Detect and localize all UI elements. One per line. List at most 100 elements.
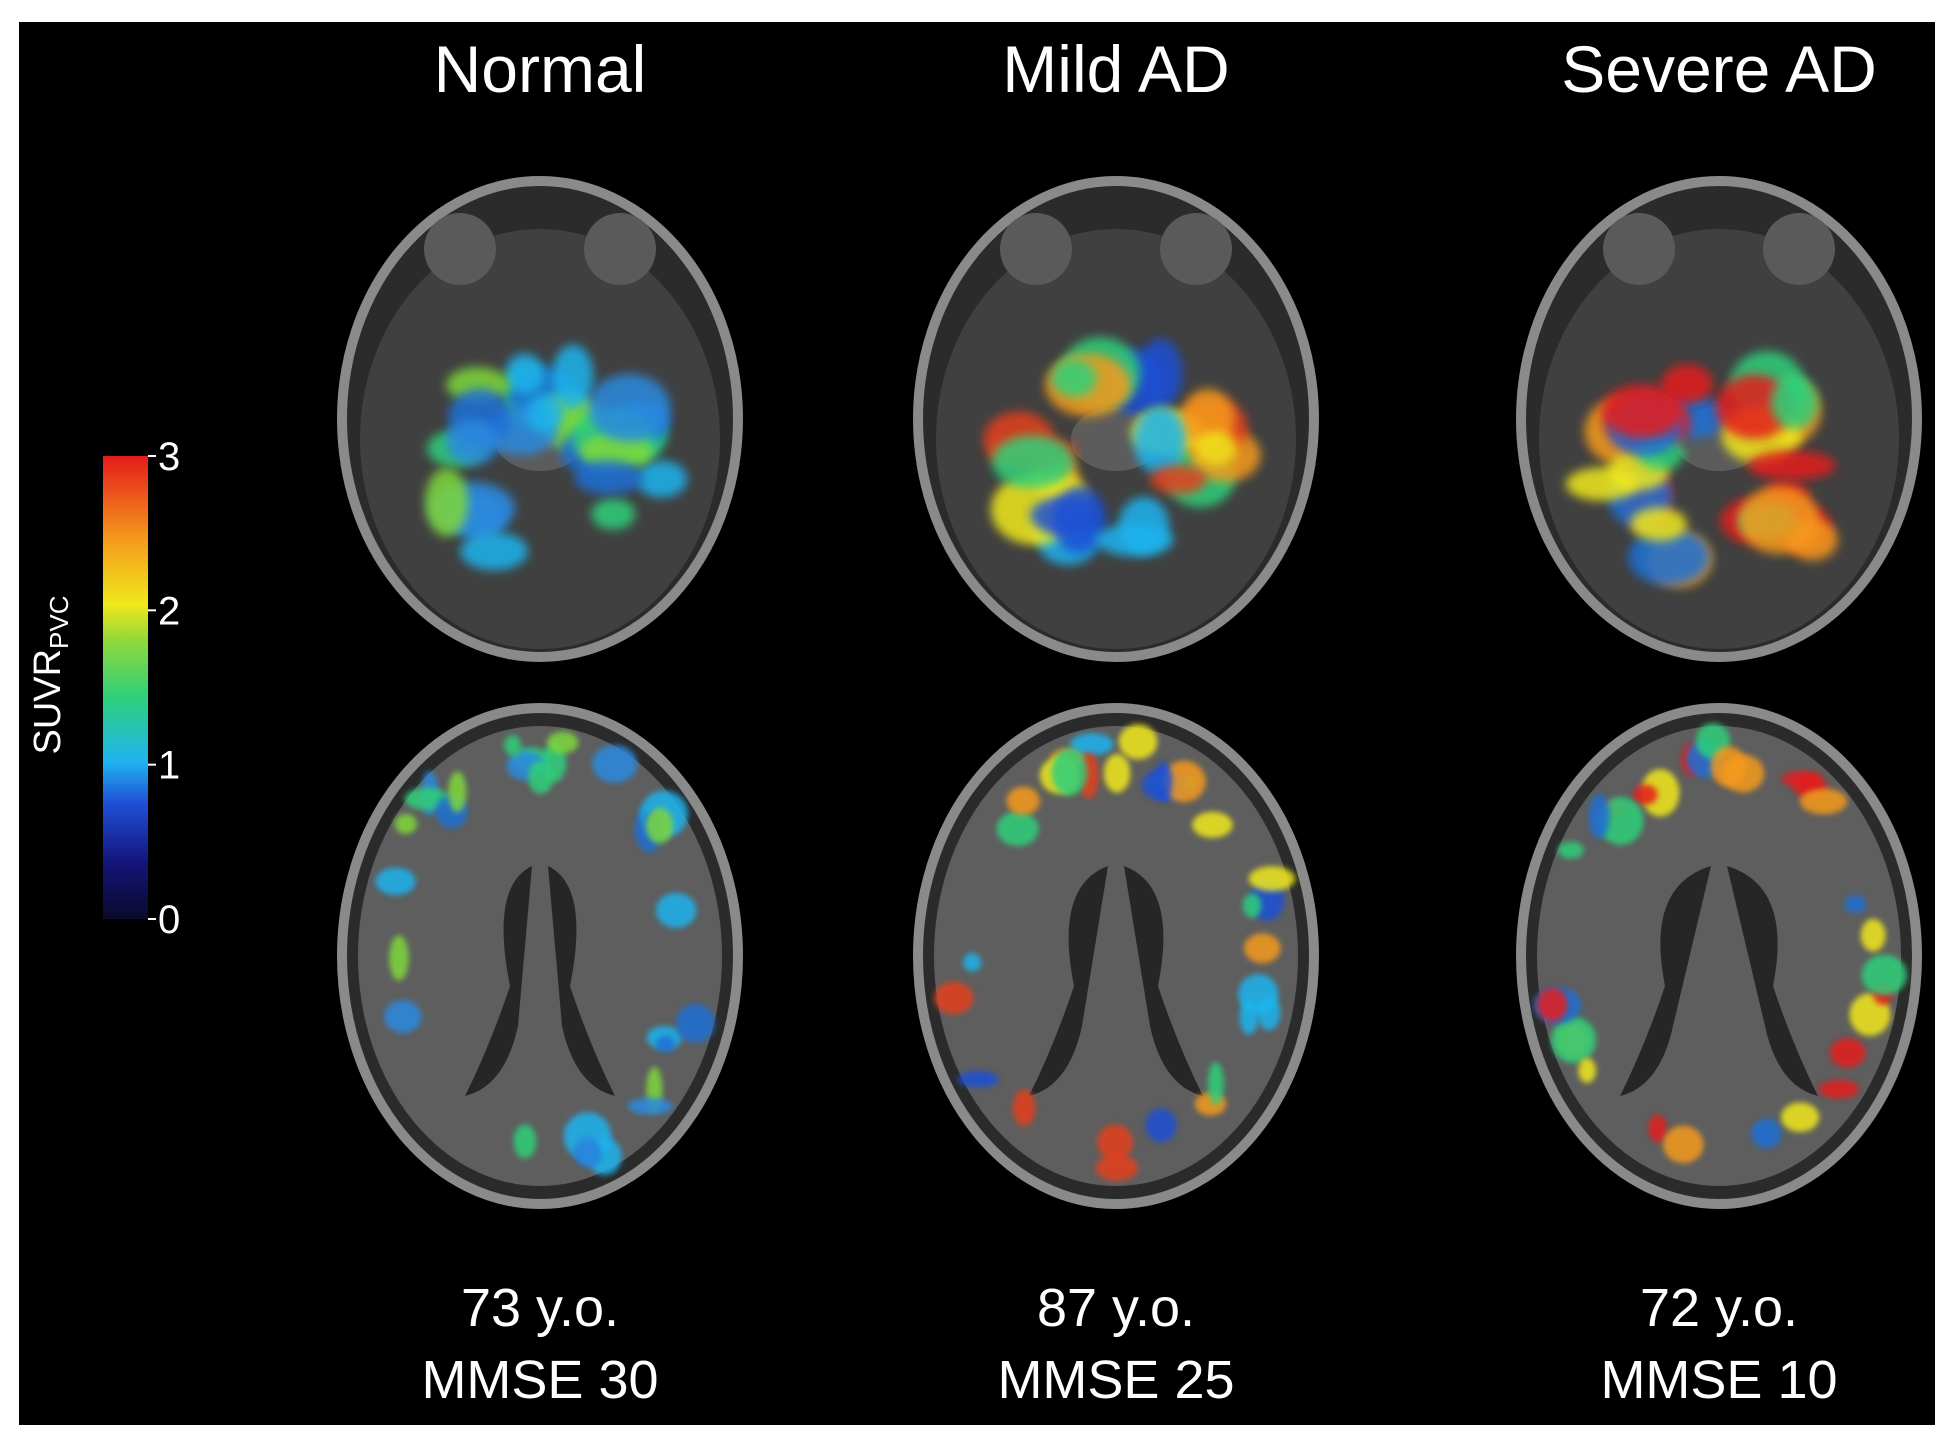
uptake-blob — [934, 981, 974, 1015]
uptake-blob — [1770, 376, 1818, 429]
uptake-blob — [384, 1000, 422, 1033]
uptake-blob — [1799, 788, 1848, 815]
age-label: 87 y.o. — [1037, 1278, 1195, 1338]
uptake-blob — [547, 731, 579, 754]
colorbar — [103, 456, 148, 919]
uptake-blob — [1710, 746, 1747, 787]
uptake-blob — [991, 435, 1074, 489]
uptake-blob — [636, 460, 688, 498]
uptake-blob — [1829, 1037, 1866, 1068]
uptake-blob — [1551, 1016, 1597, 1064]
uptake-blob — [591, 498, 636, 530]
uptake-blob — [1162, 760, 1206, 803]
brain-tissue — [358, 726, 722, 1186]
uptake-blob — [394, 813, 417, 835]
uptake-blob — [1630, 507, 1688, 542]
uptake-blob — [1588, 794, 1610, 839]
uptake-blob — [1628, 528, 1710, 586]
age-label: 73 y.o. — [461, 1278, 619, 1338]
uptake-blob — [375, 867, 416, 896]
uptake-blob — [1242, 893, 1262, 918]
uptake-blob — [1661, 364, 1713, 404]
mmse-label: MMSE 10 — [1600, 1350, 1837, 1410]
uptake-blob — [1557, 841, 1584, 859]
orbit — [424, 213, 496, 285]
uptake-blob — [1154, 761, 1173, 802]
uptake-blob — [1738, 486, 1820, 554]
uptake-blob — [1145, 1108, 1177, 1143]
orbit — [1763, 213, 1835, 285]
uptake-blob — [1012, 1089, 1036, 1127]
uptake-blob — [1844, 895, 1867, 913]
brain-tissue — [934, 726, 1298, 1186]
uptake-blob — [1095, 523, 1174, 557]
uptake-blob — [1861, 954, 1907, 996]
uptake-blob — [1133, 406, 1186, 475]
uptake-blob — [996, 811, 1039, 847]
colorbar-tick-label: 0 — [158, 898, 180, 942]
uptake-blob — [1103, 753, 1131, 793]
uptake-blob — [1150, 464, 1207, 494]
column-title: Normal — [434, 32, 647, 106]
uptake-blob — [460, 532, 529, 571]
uptake-blob — [1578, 1057, 1596, 1084]
uptake-blob — [1244, 933, 1281, 964]
uptake-blob — [1601, 384, 1684, 438]
uptake-blob — [1051, 359, 1097, 397]
uptake-blob — [1030, 496, 1097, 535]
uptake-blob — [513, 1124, 537, 1159]
uptake-blob — [1640, 769, 1680, 817]
uptake-blob — [574, 460, 644, 495]
uptake-blob — [592, 744, 638, 783]
uptake-blob — [1248, 866, 1296, 892]
uptake-blob — [1192, 431, 1238, 465]
colorbar-label: SUVRPVC — [27, 595, 74, 754]
uptake-blob — [645, 807, 674, 844]
uptake-blob — [1051, 748, 1088, 796]
uptake-blob — [1097, 1124, 1134, 1161]
colorbar-label-sub: PVC — [44, 595, 74, 648]
orbit — [584, 213, 656, 285]
column-title: Severe AD — [1561, 32, 1877, 106]
ventricle — [465, 866, 615, 1096]
mmse-label: MMSE 30 — [421, 1350, 658, 1410]
uptake-blob — [1780, 1102, 1820, 1133]
uptake-blob — [526, 393, 564, 433]
uptake-blob — [504, 735, 522, 756]
uptake-blob — [527, 760, 554, 795]
age-label: 72 y.o. — [1640, 1278, 1798, 1338]
uptake-blob — [424, 467, 469, 537]
column-title: Mild AD — [1002, 32, 1229, 106]
uptake-blob — [1781, 770, 1823, 788]
uptake-blob — [1818, 1079, 1859, 1099]
uptake-blob — [963, 953, 982, 972]
uptake-blob — [1747, 450, 1836, 481]
uptake-blob — [575, 1136, 600, 1167]
ventricle — [1620, 866, 1818, 1096]
uptake-blob — [389, 935, 409, 981]
brain-images — [337, 176, 1922, 1209]
uptake-blob — [588, 373, 671, 442]
colorbar-tick-label: 2 — [158, 589, 180, 633]
orbit — [1603, 213, 1675, 285]
uptake-blob — [1006, 786, 1040, 815]
uptake-blob — [1118, 724, 1158, 760]
colorbar-tick-label: 3 — [158, 435, 180, 479]
uptake-blob — [1070, 733, 1114, 756]
mmse-label: MMSE 25 — [997, 1350, 1234, 1410]
uptake-blob — [1751, 1118, 1782, 1149]
uptake-blob — [655, 892, 697, 928]
uptake-blob — [448, 771, 467, 813]
uptake-blob — [1192, 811, 1233, 838]
uptake-blob — [505, 353, 545, 394]
uptake-blob — [1537, 987, 1568, 1022]
uptake-blob — [1565, 467, 1638, 501]
uptake-blob — [627, 1097, 673, 1115]
uptake-blob — [1662, 1125, 1704, 1164]
orbit — [1160, 213, 1232, 285]
uptake-blob — [1095, 1154, 1138, 1181]
colorbar-tick-label: 1 — [158, 744, 180, 788]
uptake-blob — [551, 344, 594, 409]
